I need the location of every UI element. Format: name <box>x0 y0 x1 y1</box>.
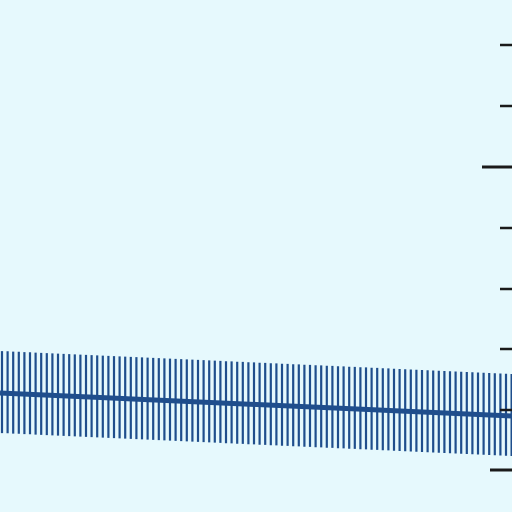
railway-track <box>0 390 512 419</box>
scale-tick-marks <box>482 43 512 472</box>
railway-line <box>0 351 512 456</box>
